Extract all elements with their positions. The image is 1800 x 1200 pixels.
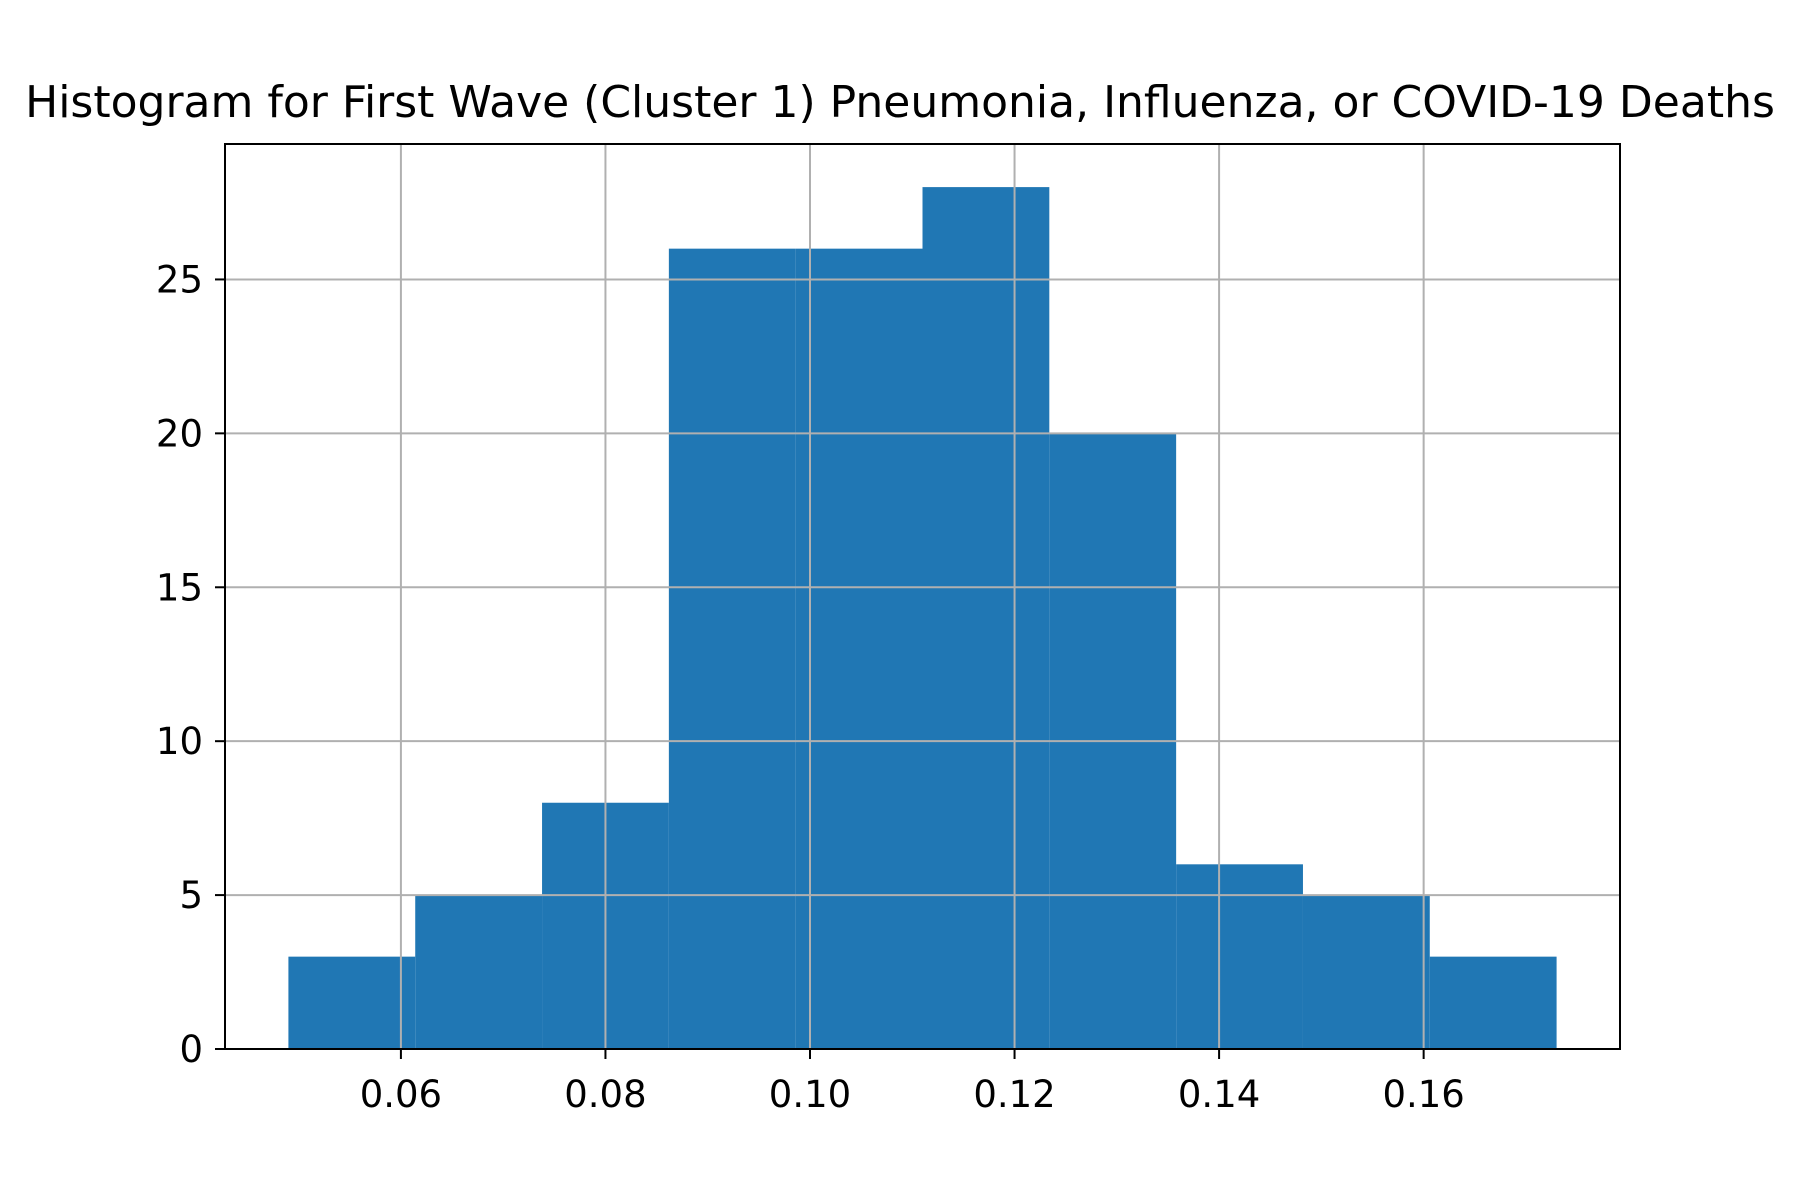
histogram-bar-1 bbox=[288, 956, 416, 1049]
ticks-layer: 0.06 0.08 0.10 0.12 0.14 0.16 0 5 10 15 20 25 bbox=[156, 258, 1465, 1116]
x-tick-label-6: 0.16 bbox=[1382, 1073, 1464, 1116]
bars-layer bbox=[288, 187, 1557, 1050]
histogram-bar-9 bbox=[1302, 895, 1430, 1049]
y-tick-label-1: 0 bbox=[179, 1028, 203, 1071]
chart-title: Histogram for First Wave (Cluster 1) Pne… bbox=[25, 77, 1775, 128]
x-tick-label-5: 0.14 bbox=[1178, 1073, 1260, 1116]
y-tick-label-5: 20 bbox=[156, 412, 203, 455]
histogram-bar-5 bbox=[795, 248, 923, 1049]
histogram-bar-4 bbox=[668, 248, 796, 1049]
y-tick-label-4: 15 bbox=[156, 566, 203, 609]
y-tick-label-2: 5 bbox=[179, 874, 203, 917]
x-tick-label-4: 0.12 bbox=[973, 1073, 1055, 1116]
axes-frame bbox=[224, 143, 1621, 1050]
x-tick-label-2: 0.08 bbox=[564, 1073, 646, 1116]
histogram-bar-2 bbox=[415, 895, 543, 1049]
histogram-bar-6 bbox=[922, 187, 1050, 1050]
histogram-bar-10 bbox=[1429, 956, 1557, 1049]
y-tick-label-3: 10 bbox=[156, 720, 203, 763]
y-tick-label-6: 25 bbox=[156, 258, 203, 301]
histogram-bar-8 bbox=[1176, 864, 1303, 1049]
x-tick-label-3: 0.10 bbox=[769, 1073, 851, 1116]
x-tick-label-1: 0.06 bbox=[360, 1073, 442, 1116]
